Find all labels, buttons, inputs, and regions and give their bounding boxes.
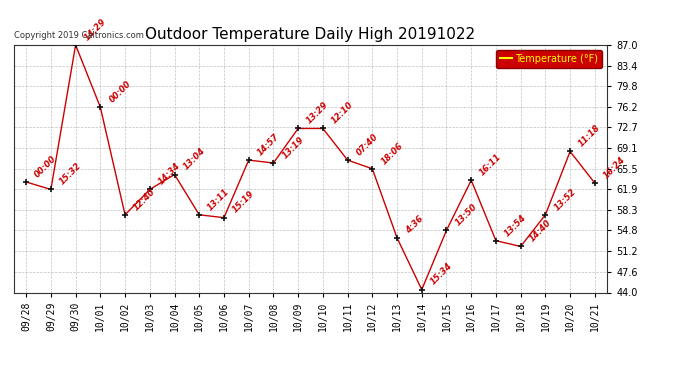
Text: 14:34: 14:34: [157, 161, 182, 187]
Text: 16:24: 16:24: [602, 155, 627, 180]
Text: 11:18: 11:18: [577, 123, 602, 149]
Text: 14:57: 14:57: [255, 132, 281, 158]
Legend: Temperature (°F): Temperature (°F): [496, 50, 602, 68]
Text: 13:19: 13:19: [280, 135, 306, 160]
Text: 13:52: 13:52: [552, 187, 578, 212]
Text: 4:36: 4:36: [404, 214, 425, 235]
Text: 07:40: 07:40: [355, 132, 380, 158]
Text: 18:06: 18:06: [380, 141, 404, 166]
Text: 13:54: 13:54: [503, 213, 529, 238]
Text: 13:04: 13:04: [181, 146, 207, 172]
Text: 14:40: 14:40: [528, 218, 553, 244]
Text: 15:32: 15:32: [58, 161, 83, 187]
Text: 15:34: 15:34: [428, 261, 454, 287]
Title: Outdoor Temperature Daily High 20191022: Outdoor Temperature Daily High 20191022: [146, 27, 475, 42]
Text: 13:50: 13:50: [453, 202, 479, 228]
Text: Copyright 2019 Caltronics.com: Copyright 2019 Caltronics.com: [14, 31, 144, 40]
Text: 13:29: 13:29: [305, 100, 331, 126]
Text: 16:11: 16:11: [478, 152, 504, 177]
Text: 15:19: 15:19: [231, 189, 256, 215]
Text: 14:29: 14:29: [83, 17, 108, 42]
Text: 13:11: 13:11: [206, 187, 232, 212]
Text: 00:00: 00:00: [107, 79, 132, 104]
Text: 12:10: 12:10: [330, 100, 355, 126]
Text: 12:40: 12:40: [132, 187, 157, 212]
Text: 00:00: 00:00: [33, 154, 59, 179]
